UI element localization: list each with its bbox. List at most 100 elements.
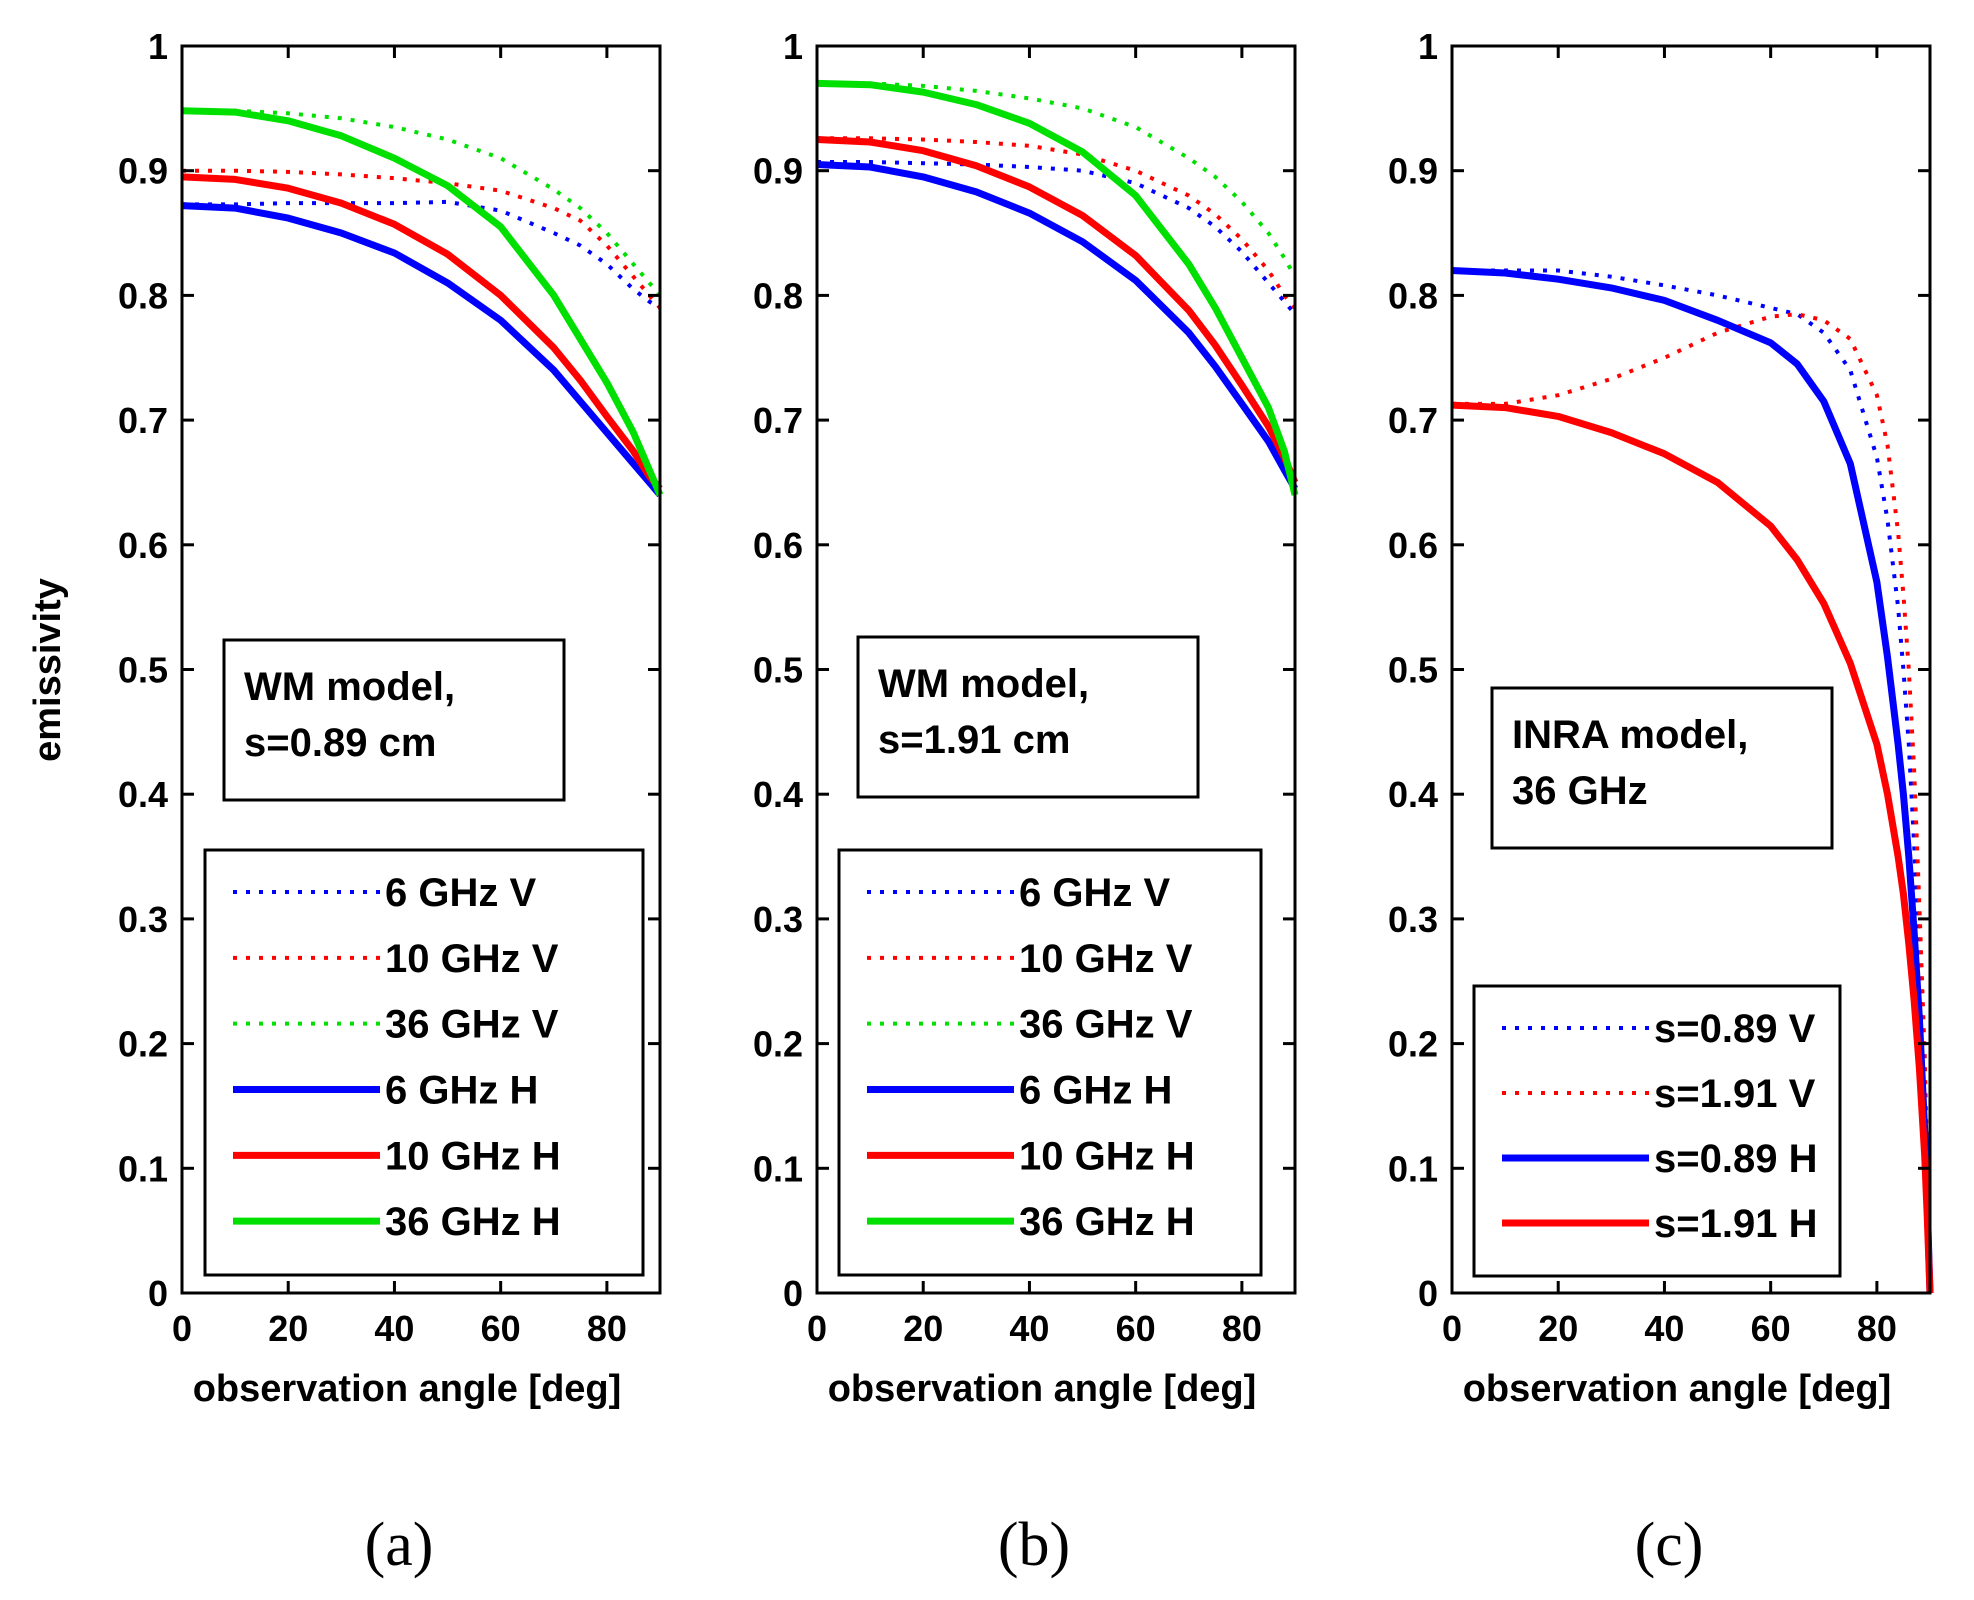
y-tick-label: 1 — [148, 26, 168, 67]
y-tick-label: 0.9 — [753, 151, 803, 192]
y-tick-label: 0.9 — [1388, 151, 1438, 192]
series-line-6-ghz-h — [816, 161, 1299, 491]
y-tick-label: 1 — [783, 26, 803, 67]
y-tick-label: 0.9 — [118, 151, 168, 192]
y-tick-label: 0.5 — [753, 650, 803, 691]
y-tick-label: 0.1 — [118, 1148, 168, 1189]
y-axis-label: emissivity — [27, 578, 69, 762]
y-tick-label: 0.2 — [1388, 1024, 1438, 1065]
y-tick-label: 0.5 — [118, 650, 168, 691]
series-line-6-ghz-v — [182, 199, 662, 310]
x-axis-label: observation angle [deg] — [193, 1368, 622, 1410]
legend-entry: 10 GHz V — [385, 937, 559, 981]
annotation-text: 36 GHz — [1512, 769, 1648, 813]
annotation-box — [1490, 686, 1834, 850]
y-tick-label: 0.4 — [118, 774, 168, 815]
y-tick-label: 0.6 — [753, 525, 803, 566]
series-line-s-0-89-h — [1451, 267, 1934, 1294]
legend-entry: 10 GHz H — [1019, 1134, 1195, 1178]
legend-entry: 36 GHz H — [1019, 1200, 1195, 1244]
y-tick-label: 0.3 — [1388, 899, 1438, 940]
series-line-6-ghz-h — [181, 202, 663, 498]
y-tick-label: 0.1 — [1388, 1148, 1438, 1189]
x-tick-label: 40 — [1644, 1308, 1684, 1349]
legend-entry: s=1.91 V — [1654, 1072, 1816, 1116]
legend-entry: 36 GHz V — [1019, 1003, 1193, 1047]
series-line-36-ghz-v — [182, 108, 662, 297]
annotation-text: WM model, — [878, 662, 1089, 706]
legend-entry: 10 GHz V — [1019, 937, 1193, 981]
legend-box — [1472, 984, 1842, 1278]
x-tick-label: 80 — [1222, 1308, 1262, 1349]
x-axis-label: observation angle [deg] — [828, 1368, 1257, 1410]
annotation-box — [856, 635, 1200, 799]
x-tick-label: 60 — [1751, 1308, 1791, 1349]
legend-entry: 6 GHz V — [385, 871, 536, 915]
series-line-6-ghz-v — [817, 160, 1297, 316]
y-tick-label: 1 — [1418, 26, 1438, 67]
x-tick-label: 60 — [481, 1308, 521, 1349]
legend-entry: s=1.91 H — [1654, 1202, 1817, 1246]
panel-caption: (b) — [998, 1511, 1070, 1579]
y-tick-label: 0.7 — [118, 400, 168, 441]
chart-panel-1: 0 0.1 0.2 0.3 0.4 0.5 0.6 0.7 0.8 0.9 1 0 20 40 60 80 ob… — [118, 26, 664, 1579]
series-line-10-ghz-v — [182, 168, 662, 310]
y-tick-label: 0.2 — [753, 1024, 803, 1065]
annotation-text: s=1.91 cm — [878, 718, 1070, 762]
x-tick-label: 0 — [172, 1308, 192, 1349]
x-axis-label: observation angle [deg] — [1463, 1368, 1892, 1410]
series-line-s-1-91-v — [1452, 312, 1932, 1294]
panel-caption: (c) — [1635, 1511, 1704, 1579]
x-tick-label: 0 — [1442, 1308, 1462, 1349]
legend-entry: 10 GHz H — [385, 1134, 561, 1178]
y-tick-label: 0.5 — [1388, 650, 1438, 691]
x-tick-label: 80 — [587, 1308, 627, 1349]
chart-panel-3: 0 0.1 0.2 0.3 0.4 0.5 0.6 0.7 0.8 0.9 1 0 20 40 60 80 ob… — [1388, 26, 1934, 1579]
legend-entry: s=0.89 H — [1654, 1137, 1817, 1181]
annotation-text: INRA model, — [1512, 713, 1748, 757]
legend-entry: s=0.89 V — [1654, 1007, 1816, 1051]
y-tick-label: 0.4 — [1388, 774, 1438, 815]
series-line-36-ghz-h — [816, 79, 1299, 496]
series-line-10-ghz-v — [817, 136, 1297, 310]
legend-entry: 36 GHz V — [385, 1003, 559, 1047]
annotation-box — [222, 638, 566, 802]
y-tick-label: 0.7 — [753, 400, 803, 441]
x-tick-label: 20 — [903, 1308, 943, 1349]
annotation-text: s=0.89 cm — [244, 721, 436, 765]
series-line-10-ghz-h — [816, 136, 1299, 484]
x-tick-label: 60 — [1116, 1308, 1156, 1349]
y-tick-label: 0.2 — [118, 1024, 168, 1065]
y-tick-label: 0 — [1418, 1273, 1438, 1314]
y-tick-label: 0 — [783, 1273, 803, 1314]
y-tick-label: 0.3 — [118, 899, 168, 940]
y-tick-label: 0.3 — [753, 899, 803, 940]
chart-panel-2: 0 0.1 0.2 0.3 0.4 0.5 0.6 0.7 0.8 0.9 1 0 20 40 60 80 ob… — [753, 26, 1299, 1579]
legend-entry: 36 GHz H — [385, 1200, 561, 1244]
x-tick-label: 20 — [1538, 1308, 1578, 1349]
legend-entry: 6 GHz V — [1019, 871, 1170, 915]
series-line-s-1-91-h — [1451, 401, 1934, 1294]
y-tick-label: 0.6 — [118, 525, 168, 566]
y-tick-label: 0.1 — [753, 1148, 803, 1189]
y-tick-label: 0.7 — [1388, 400, 1438, 441]
annotation-text: WM model, — [244, 665, 455, 709]
panel-caption: (a) — [365, 1511, 434, 1579]
legend-box — [203, 848, 645, 1277]
y-tick-label: 0.8 — [118, 275, 168, 316]
y-tick-label: 0.6 — [1388, 525, 1438, 566]
x-tick-label: 40 — [374, 1308, 414, 1349]
legend-entry: 6 GHz H — [1019, 1069, 1172, 1113]
series-line-36-ghz-h — [181, 107, 664, 497]
series-line-10-ghz-h — [181, 173, 663, 491]
x-tick-label: 20 — [268, 1308, 308, 1349]
x-tick-label: 80 — [1857, 1308, 1897, 1349]
x-tick-label: 0 — [807, 1308, 827, 1349]
y-tick-label: 0 — [148, 1273, 168, 1314]
y-tick-label: 0.8 — [1388, 275, 1438, 316]
legend-entry: 6 GHz H — [385, 1069, 538, 1113]
legend-box — [837, 848, 1263, 1277]
y-tick-label: 0.8 — [753, 275, 803, 316]
y-tick-label: 0.4 — [753, 774, 803, 815]
